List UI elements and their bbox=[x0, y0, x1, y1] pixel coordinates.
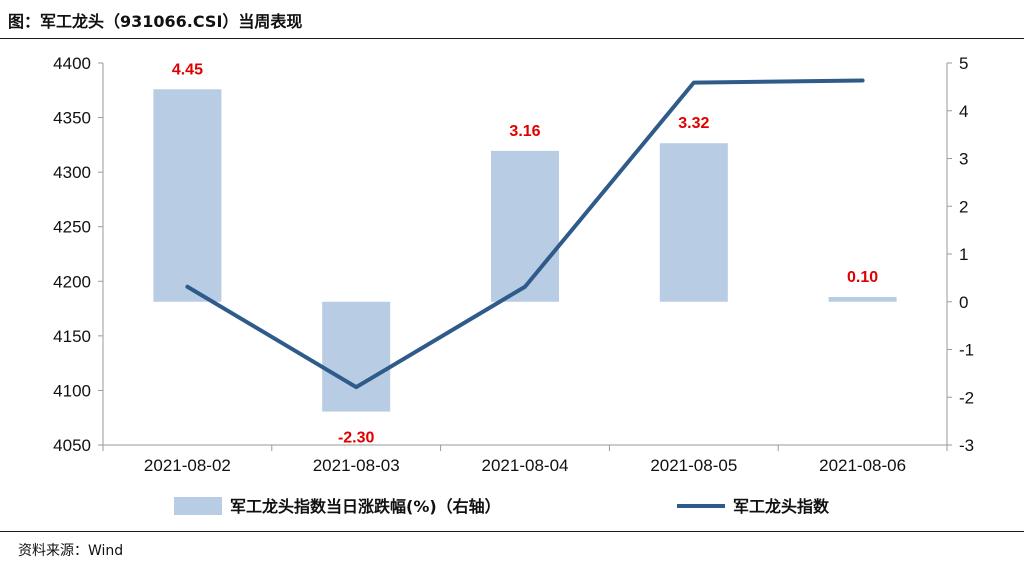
chart-title: 图：军工龙头（931066.CSI）当周表现 bbox=[8, 12, 303, 31]
y-right-tick-label: 3 bbox=[959, 150, 968, 169]
bar bbox=[322, 301, 391, 412]
bar bbox=[153, 89, 222, 302]
bar-data-label: -2.30 bbox=[338, 430, 375, 447]
y-left-tick-label: 4400 bbox=[53, 54, 91, 73]
y-right-tick-label: 5 bbox=[959, 54, 968, 73]
y-left-tick-label: 4250 bbox=[53, 218, 91, 237]
x-tick-label: 2021-08-06 bbox=[819, 456, 906, 475]
y-right-tick-label: 0 bbox=[959, 293, 968, 312]
y-left-tick-label: 4150 bbox=[53, 327, 91, 346]
bar-data-label: 3.16 bbox=[509, 123, 540, 140]
bar-data-label: 0.10 bbox=[847, 269, 878, 286]
index-line bbox=[185, 78, 865, 390]
bar bbox=[828, 296, 897, 302]
y-right-tick-label: -1 bbox=[959, 341, 974, 360]
y-left-tick-label: 4300 bbox=[53, 163, 91, 182]
source-divider bbox=[0, 531, 1024, 532]
legend-line-label: 军工龙头指数 bbox=[733, 497, 830, 516]
bar-data-label: 4.45 bbox=[172, 61, 203, 78]
legend-bar-swatch bbox=[174, 497, 222, 515]
bar-data-label: 3.32 bbox=[678, 115, 709, 132]
title-divider bbox=[0, 38, 1024, 39]
y-left-tick-label: 4100 bbox=[53, 381, 91, 400]
y-left-tick-label: 4200 bbox=[53, 272, 91, 291]
y-left-tick-label: 4050 bbox=[53, 436, 91, 455]
y-right-tick-label: -3 bbox=[959, 436, 974, 455]
x-tick-label: 2021-08-02 bbox=[144, 456, 231, 475]
source-note: 资料来源：Wind bbox=[18, 543, 124, 559]
y-right-tick-label: -2 bbox=[959, 388, 974, 407]
y-right-tick-label: 1 bbox=[959, 245, 968, 264]
x-tick-label: 2021-08-03 bbox=[313, 456, 400, 475]
legend-bar-label: 军工龙头指数当日涨跌幅(%)（右轴） bbox=[230, 497, 501, 516]
bar bbox=[491, 150, 559, 302]
bar bbox=[659, 143, 728, 302]
x-tick-label: 2021-08-05 bbox=[650, 456, 737, 475]
y-right-tick-label: 2 bbox=[959, 197, 968, 216]
y-right-tick-label: 4 bbox=[959, 102, 968, 121]
y-left-tick-label: 4350 bbox=[53, 109, 91, 128]
x-tick-label: 2021-08-04 bbox=[482, 456, 569, 475]
